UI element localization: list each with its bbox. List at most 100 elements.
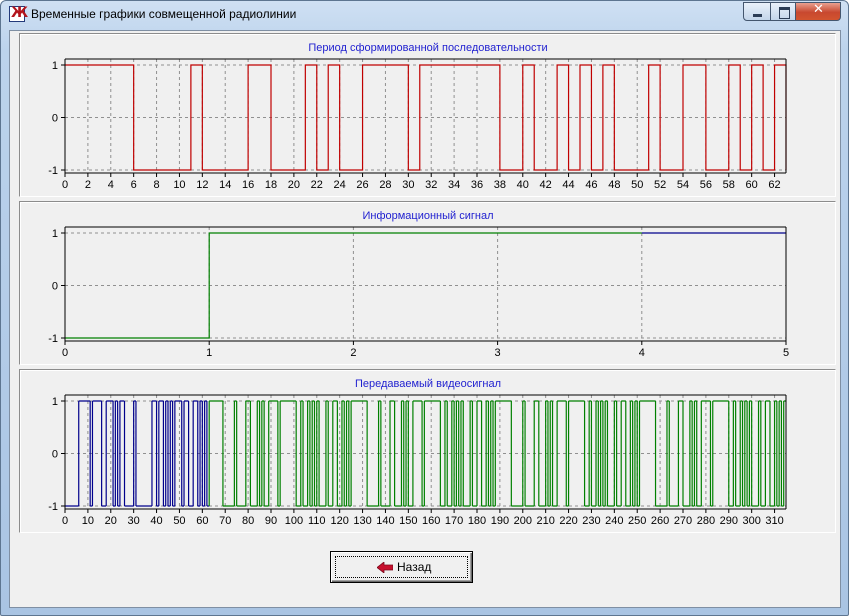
chart-title: Передаваемый видеосигнал — [355, 378, 501, 390]
plot-area — [65, 395, 786, 507]
video-signal-chart-panel: Передаваемый видеосигнал 0 10 20 30 40 50 60 70 8… — [19, 369, 836, 533]
x-tick-label: 0 — [62, 179, 68, 191]
info-signal-chart-panel: Информационный сигнал 0 1 2 3 4 5 -1 0 1 — [19, 201, 836, 365]
x-tick-label: 100 — [285, 515, 303, 527]
back-button-label: Назад — [397, 560, 432, 574]
x-tick-label: 10 — [173, 179, 185, 191]
y-tick-label: 1 — [52, 396, 58, 408]
x-tick-label: 170 — [445, 515, 463, 527]
x-tick-label: 16 — [242, 179, 254, 191]
sequence-chart: Период сформированной последовательности… — [48, 42, 787, 191]
sequence-chart-panel: Период сформированной последовательности… — [19, 33, 836, 197]
x-tick-label: 2 — [350, 347, 356, 359]
x-tick-label: 210 — [536, 515, 554, 527]
x-tick-label: 14 — [219, 179, 231, 191]
x-tick-label: 22 — [311, 179, 323, 191]
x-tick-label: 30 — [402, 179, 414, 191]
minimize-button[interactable] — [743, 2, 771, 21]
x-tick-label: 5 — [783, 347, 789, 359]
x-tick-label: 38 — [494, 179, 506, 191]
y-tick-label: 0 — [52, 113, 58, 125]
x-tick-label: 20 — [105, 515, 117, 527]
x-tick-label: 4 — [639, 347, 645, 359]
maximize-button[interactable] — [770, 2, 796, 21]
back-button[interactable]: Назад — [330, 551, 473, 583]
x-tick-label: 40 — [517, 179, 529, 191]
x-tick-label: 80 — [242, 515, 254, 527]
x-tick-label: 260 — [651, 515, 669, 527]
chart-title: Информационный сигнал — [362, 210, 493, 222]
x-tick-label: 0 — [62, 347, 68, 359]
info-signal-chart: Информационный сигнал 0 1 2 3 4 5 -1 0 1 — [48, 210, 789, 359]
x-tick-label: 34 — [448, 179, 460, 191]
x-tick-label: 0 — [62, 515, 68, 527]
y-tick-label: -1 — [48, 333, 58, 345]
y-tick-label: 0 — [52, 449, 58, 461]
app-icon[interactable]: Ж — [9, 5, 29, 22]
x-tick-label: 6 — [131, 179, 137, 191]
series-line — [208, 400, 786, 507]
x-tick-label: 36 — [471, 179, 483, 191]
client-area: Период сформированной последовательности… — [9, 30, 841, 608]
y-tick-label: 1 — [52, 60, 58, 72]
x-tick-label: 60 — [196, 515, 208, 527]
x-tick-label: 18 — [265, 179, 277, 191]
close-button[interactable]: ✕ — [795, 2, 841, 21]
x-tick-label: 8 — [153, 179, 159, 191]
x-tick-label: 160 — [422, 515, 440, 527]
x-tick-label: 56 — [700, 179, 712, 191]
x-tick-label: 42 — [540, 179, 552, 191]
x-tick-label: 30 — [128, 515, 140, 527]
x-tick-label: 4 — [108, 179, 114, 191]
x-tick-label: 180 — [468, 515, 486, 527]
x-tick-label: 10 — [82, 515, 94, 527]
x-tick-label: 90 — [265, 515, 277, 527]
x-tick-label: 300 — [742, 515, 760, 527]
x-tick-label: 1 — [206, 347, 212, 359]
x-tick-label: 200 — [514, 515, 532, 527]
x-tick-label: 48 — [608, 179, 620, 191]
x-tick-label: 120 — [330, 515, 348, 527]
x-tick-label: 270 — [674, 515, 692, 527]
x-tick-label: 60 — [746, 179, 758, 191]
x-tick-label: 12 — [196, 179, 208, 191]
x-tick-label: 290 — [720, 515, 738, 527]
x-tick-label: 2 — [85, 179, 91, 191]
x-tick-label: 110 — [308, 515, 326, 527]
x-tick-label: 44 — [562, 179, 574, 191]
chart-title: Период сформированной последовательности — [308, 42, 547, 54]
x-tick-label: 70 — [219, 515, 231, 527]
series-line — [65, 64, 787, 171]
x-tick-label: 240 — [605, 515, 623, 527]
focus-rect — [335, 556, 468, 578]
plot-area — [65, 227, 786, 339]
title-bar[interactable]: Ж Временные графики совмещенной радиолин… — [1, 1, 848, 29]
close-icon: ✕ — [813, 2, 824, 17]
x-tick-label: 50 — [631, 179, 643, 191]
x-tick-label: 220 — [559, 515, 577, 527]
x-tick-label: 20 — [288, 179, 300, 191]
x-tick-label: 130 — [353, 515, 371, 527]
x-tick-label: 52 — [654, 179, 666, 191]
series-line — [65, 232, 642, 339]
x-tick-label: 54 — [677, 179, 689, 191]
left-arrow-icon — [377, 562, 393, 573]
x-tick-label: 46 — [585, 179, 597, 191]
y-tick-label: 1 — [52, 228, 58, 240]
y-tick-label: -1 — [48, 501, 58, 513]
x-tick-label: 58 — [723, 179, 735, 191]
y-tick-label: 0 — [52, 281, 58, 293]
window-title: Временные графики совмещенной радиолинии — [31, 7, 297, 21]
x-tick-label: 190 — [491, 515, 509, 527]
x-tick-label: 310 — [765, 515, 783, 527]
x-tick-label: 28 — [379, 179, 391, 191]
x-tick-label: 26 — [356, 179, 368, 191]
x-tick-label: 280 — [697, 515, 715, 527]
y-tick-label: -1 — [48, 165, 58, 177]
x-tick-label: 3 — [495, 347, 501, 359]
x-tick-label: 50 — [173, 515, 185, 527]
series-line — [65, 400, 210, 507]
plot-area — [65, 59, 786, 171]
